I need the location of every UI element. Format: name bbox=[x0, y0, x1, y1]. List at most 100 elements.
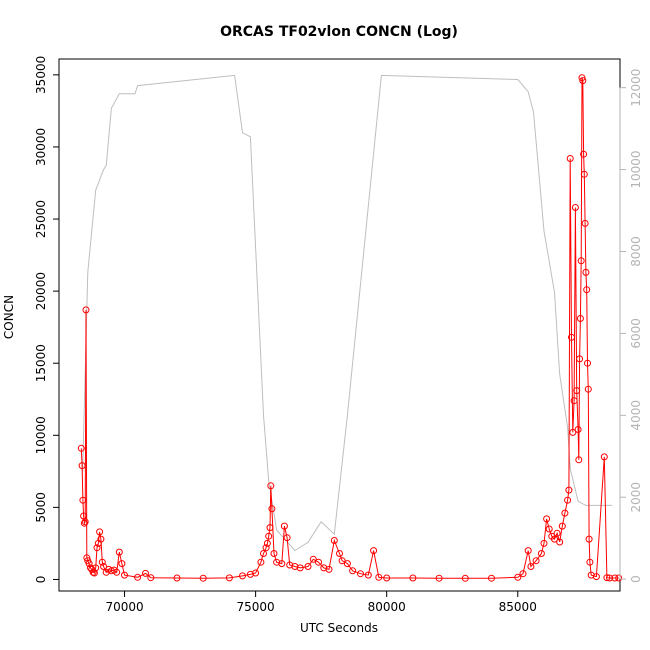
data-point bbox=[603, 574, 611, 582]
x-axis-label: UTC Seconds bbox=[300, 621, 378, 635]
data-point bbox=[581, 219, 589, 227]
data-point bbox=[113, 568, 121, 576]
y-tick-label: 20000 bbox=[34, 272, 48, 310]
data-point bbox=[592, 573, 600, 581]
data-point bbox=[270, 550, 278, 557]
data-point bbox=[488, 574, 495, 582]
data-point bbox=[338, 557, 346, 565]
x-tick-label: 80000 bbox=[368, 600, 406, 614]
data-point bbox=[606, 574, 613, 582]
y-tick-label: 15000 bbox=[34, 344, 48, 382]
data-point bbox=[92, 564, 100, 572]
data-point bbox=[225, 574, 233, 582]
data-point bbox=[304, 563, 312, 570]
data-point bbox=[584, 359, 591, 367]
chart-title: ORCAS TF02vlon CONCN (Log) bbox=[220, 24, 458, 40]
data-point bbox=[556, 538, 564, 546]
y-tick-label: 35000 bbox=[34, 56, 48, 94]
data-point bbox=[553, 529, 561, 537]
data-point bbox=[280, 522, 288, 530]
data-point bbox=[199, 574, 207, 582]
data-point bbox=[80, 519, 88, 527]
data-point bbox=[461, 574, 469, 582]
data-point bbox=[142, 569, 149, 577]
y-axis-label: CONCN bbox=[2, 295, 16, 339]
data-point bbox=[564, 496, 572, 504]
data-point bbox=[97, 535, 105, 543]
data-point bbox=[330, 537, 338, 544]
data-point bbox=[566, 155, 574, 162]
data-point bbox=[577, 257, 585, 265]
data-point bbox=[147, 574, 155, 582]
data-point bbox=[570, 397, 578, 405]
data-point bbox=[85, 560, 93, 568]
data-point bbox=[571, 204, 579, 211]
data-point bbox=[118, 560, 126, 568]
data-point bbox=[266, 524, 274, 532]
data-point bbox=[98, 558, 106, 566]
data-point bbox=[96, 528, 104, 536]
data-point bbox=[514, 573, 522, 581]
data-point bbox=[121, 571, 128, 579]
data-point bbox=[343, 560, 351, 568]
data-point bbox=[93, 544, 101, 552]
data-point bbox=[573, 387, 581, 395]
data-point bbox=[262, 544, 270, 552]
data-point bbox=[580, 150, 588, 158]
axes-layer: 70000 75000 80000 8500005000100001500020000… bbox=[34, 56, 643, 614]
data-point bbox=[263, 539, 271, 547]
data-point bbox=[370, 547, 378, 555]
data-point bbox=[239, 572, 246, 580]
data-point bbox=[576, 355, 584, 363]
y-tick-label: 30000 bbox=[34, 128, 48, 166]
data-point bbox=[527, 563, 535, 570]
data-point bbox=[575, 456, 583, 464]
y-tick-label: 10000 bbox=[34, 416, 48, 454]
y2-tick-label: 0 bbox=[629, 575, 643, 583]
y2-tick-label: 8000 bbox=[629, 236, 643, 267]
secondary-series-layer bbox=[82, 74, 613, 552]
y2-tick-label: 6000 bbox=[629, 318, 643, 349]
data-point bbox=[100, 563, 108, 570]
data-point bbox=[260, 550, 267, 557]
data-point bbox=[532, 557, 540, 565]
data-point bbox=[309, 555, 317, 563]
data-point bbox=[582, 268, 590, 276]
data-point bbox=[545, 525, 553, 533]
data-point bbox=[569, 428, 577, 436]
data-point bbox=[580, 170, 588, 178]
data-point bbox=[561, 509, 569, 517]
data-point bbox=[81, 518, 89, 526]
x-tick-label: 75000 bbox=[237, 600, 275, 614]
data-point bbox=[267, 482, 275, 490]
data-point bbox=[134, 573, 142, 581]
data-point bbox=[540, 539, 548, 547]
data-point bbox=[611, 574, 619, 582]
data-point bbox=[325, 565, 333, 573]
x-tick-label: 70000 bbox=[105, 600, 143, 614]
data-point bbox=[77, 444, 85, 452]
data-point bbox=[252, 569, 260, 577]
data-point bbox=[524, 547, 532, 555]
data-point bbox=[578, 74, 586, 82]
y-tick-label: 25000 bbox=[34, 200, 48, 238]
data-point bbox=[558, 522, 566, 530]
data-point bbox=[83, 554, 91, 562]
y-tick-label: 0 bbox=[34, 576, 48, 584]
data-point bbox=[246, 570, 254, 578]
data-point bbox=[364, 571, 372, 579]
data-point bbox=[90, 569, 98, 577]
data-point bbox=[283, 534, 291, 542]
data-point bbox=[586, 558, 594, 566]
y2-tick-label: 4000 bbox=[629, 400, 643, 431]
x-tick-label: 85000 bbox=[499, 600, 537, 614]
data-point bbox=[357, 570, 364, 578]
data-point bbox=[278, 560, 286, 568]
data-point bbox=[537, 550, 545, 557]
data-point bbox=[115, 548, 123, 556]
y-tick-label: 5000 bbox=[34, 492, 48, 523]
data-point bbox=[375, 573, 383, 581]
data-point bbox=[584, 385, 592, 393]
